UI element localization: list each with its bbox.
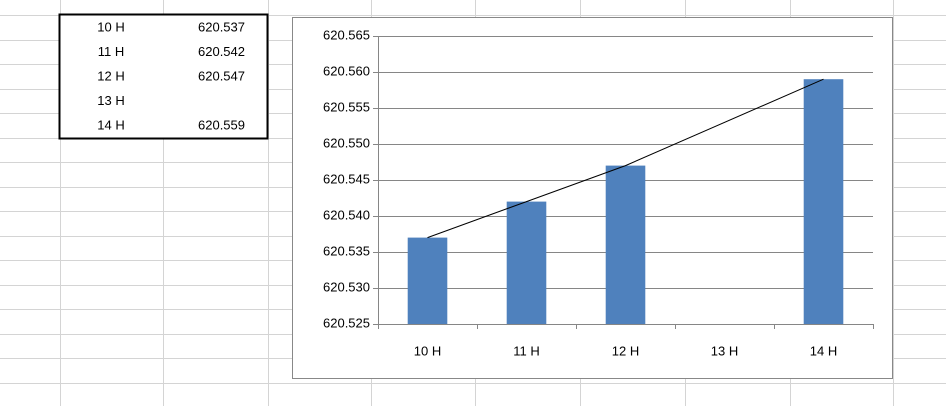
y-tick-label: 620.530	[323, 279, 370, 294]
row-label: 12 H	[97, 68, 124, 83]
table-border	[58, 13, 269, 140]
row-label: 14 H	[97, 117, 124, 132]
row-label: 11 H	[98, 44, 125, 59]
y-tick-label: 620.555	[323, 99, 370, 114]
x-tick-label: 10 H	[414, 343, 441, 358]
y-tick-label: 620.535	[323, 243, 370, 258]
row-label: 13 H	[97, 93, 124, 108]
y-tick-label: 620.540	[323, 207, 370, 222]
x-tick-label: 12 H	[612, 343, 639, 358]
y-tick-label: 620.550	[323, 135, 370, 150]
y-tick-label: 620.545	[323, 171, 370, 186]
x-tick-label: 11 H	[513, 343, 540, 358]
y-tick-label: 620.565	[323, 27, 370, 42]
x-tick-label: 14 H	[810, 343, 837, 358]
cell-value: 620.559	[198, 117, 245, 132]
row-label: 10 H	[97, 19, 124, 34]
x-tick-label: 13 H	[711, 343, 738, 358]
bar	[506, 201, 547, 324]
bar	[407, 237, 448, 324]
bar	[803, 79, 844, 324]
cell-value: 620.547	[198, 68, 245, 83]
y-tick-label: 620.525	[323, 315, 370, 330]
trend-line	[427, 78, 824, 239]
cell-value: 620.537	[198, 19, 245, 34]
cell-value: 620.542	[198, 44, 245, 59]
chart-area	[292, 17, 893, 379]
y-tick-label: 620.560	[323, 63, 370, 78]
bar	[605, 165, 646, 324]
